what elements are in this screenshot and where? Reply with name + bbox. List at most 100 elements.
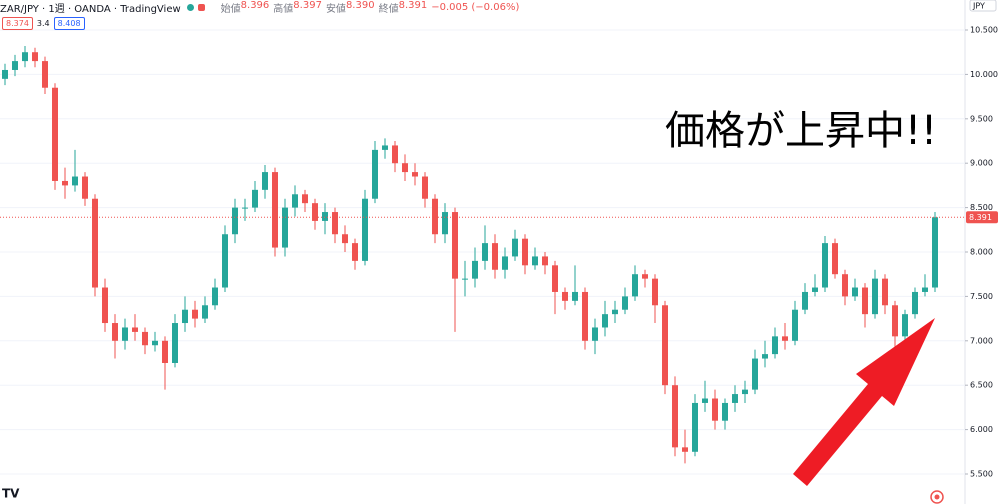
last-price-box: [966, 211, 998, 224]
candle-body: [592, 327, 598, 341]
candle-body: [822, 243, 828, 288]
candle-body: [242, 207, 248, 209]
candle-body: [662, 305, 668, 386]
candle-body: [362, 198, 368, 261]
candle-body: [442, 212, 448, 235]
candle-body: [222, 234, 228, 288]
candle-body: [112, 323, 118, 341]
candle-body: [462, 278, 468, 280]
tv-logo: TV: [2, 487, 20, 501]
y-tick-label: 7.500: [970, 292, 993, 301]
candle-body: [652, 278, 658, 306]
candle-body: [32, 52, 38, 62]
candle-body: [502, 256, 508, 270]
candle-body: [572, 291, 578, 301]
legend-label: 始値: [220, 3, 241, 15]
candle-body: [852, 287, 858, 297]
sell-button[interactable]: 8.374: [2, 17, 33, 30]
candle-body: [2, 69, 8, 79]
candle-body: [402, 163, 408, 173]
candle-body: [552, 265, 558, 292]
candle-body: [232, 207, 238, 235]
y-tick-label: 5.500: [970, 469, 993, 478]
candle-body: [872, 278, 878, 315]
status-icon: [197, 3, 205, 11]
candle-body: [272, 172, 278, 248]
candle-body: [202, 305, 208, 319]
candle-body: [692, 402, 698, 452]
candle-body: [732, 394, 738, 403]
candle-body: [292, 194, 298, 208]
candle-body: [902, 314, 908, 337]
currency-box[interactable]: [969, 0, 997, 12]
y-tick-label: 8.500: [970, 203, 993, 212]
candle-body: [22, 52, 28, 62]
candle-body: [342, 234, 348, 244]
candle-body: [392, 145, 398, 164]
candle-body: [522, 238, 528, 266]
candle-body: [302, 194, 308, 204]
spread: 3.4: [36, 19, 50, 28]
candle-body: [752, 358, 758, 390]
legend-label: 終値: [378, 3, 399, 15]
candle-body: [322, 212, 328, 221]
candle-body: [72, 176, 78, 186]
y-tick-label: 7.000: [970, 336, 993, 345]
candle-body: [742, 389, 748, 395]
candle-body: [372, 149, 378, 199]
candle-body: [52, 87, 58, 181]
candle-body: [102, 287, 108, 324]
last-price-label: 8.391: [969, 213, 992, 222]
candle-body: [932, 217, 938, 288]
symbol: ZAR/JPY · 1週 · OANDA · TradingView: [0, 3, 181, 15]
candle-body: [622, 296, 628, 310]
currency[interactable]: JPY: [972, 2, 985, 11]
legend-value: 8.396: [240, 0, 270, 11]
candle-body: [922, 287, 928, 292]
candle-body: [212, 287, 218, 306]
candle-body: [332, 212, 338, 235]
candle-body: [582, 291, 588, 341]
target-dot: [934, 494, 940, 500]
candle-body: [432, 198, 438, 235]
candle-body: [482, 243, 488, 261]
candle-body: [672, 385, 678, 448]
candle-body: [82, 176, 88, 199]
candle-body: [802, 291, 808, 310]
candle-body: [142, 331, 148, 346]
buy-button[interactable]: 8.408: [53, 17, 85, 30]
candle-body: [772, 336, 778, 355]
y-tick-label: 9.000: [970, 159, 993, 168]
candle-body: [782, 336, 788, 341]
change: −0.005 (−0.06%): [431, 1, 520, 13]
y-tick-label: 10.000: [970, 70, 998, 79]
candle-body: [512, 238, 518, 257]
candle-body: [12, 61, 18, 70]
candle-body: [122, 327, 128, 341]
candle-body: [542, 256, 548, 266]
y-tick-label: 8.000: [970, 248, 993, 257]
candle-body: [762, 354, 768, 359]
status-dot: [186, 3, 194, 11]
grid: [0, 29, 965, 475]
candle-body: [712, 398, 718, 421]
target-icon[interactable]: [930, 490, 944, 504]
candle-body: [602, 314, 608, 328]
candle-body: [172, 323, 178, 363]
legend-value: 8.390: [345, 0, 375, 11]
candle-body: [632, 274, 638, 297]
candle-body: [532, 256, 538, 266]
candle-body: [812, 287, 818, 292]
candle-body: [382, 145, 388, 150]
candle-body: [192, 309, 198, 319]
candle-body: [42, 61, 48, 88]
candle-body: [182, 309, 188, 324]
candle-body: [682, 447, 688, 452]
candle-body: [262, 172, 268, 190]
candle-body: [882, 278, 888, 306]
candle-body: [702, 398, 708, 403]
candle-body: [452, 212, 458, 279]
candle-body: [912, 291, 918, 315]
